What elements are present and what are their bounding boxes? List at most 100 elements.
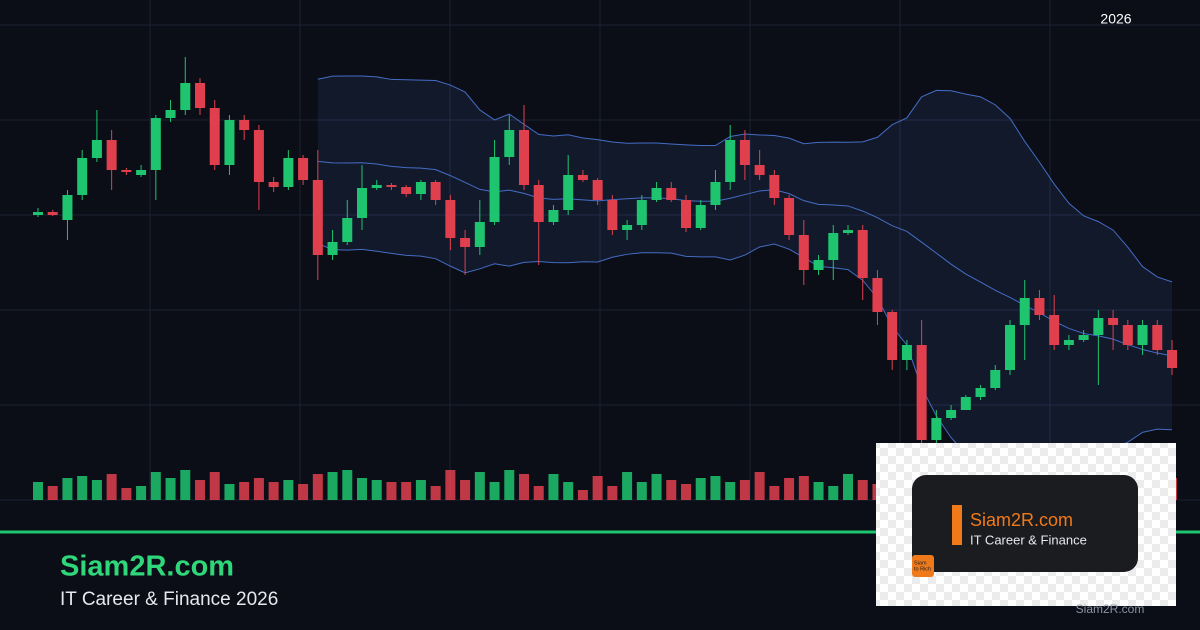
volume-bar: [180, 470, 191, 500]
candles: [33, 57, 1177, 460]
volume-bar: [150, 472, 161, 500]
candle-body: [798, 235, 809, 270]
candle-body: [327, 242, 338, 255]
candle-body: [1034, 298, 1045, 315]
candle-body: [136, 170, 147, 175]
candle-body: [180, 83, 191, 110]
volume-bar: [769, 486, 780, 500]
candle-body: [1167, 350, 1177, 368]
candle-body: [253, 130, 264, 182]
candle-body: [990, 370, 1001, 388]
candle-body: [401, 187, 412, 194]
candle-body: [784, 198, 795, 235]
band-area: [317, 75, 1172, 477]
candle-body: [357, 188, 367, 218]
candle-body: [710, 182, 721, 205]
volume-bar: [784, 478, 795, 500]
candle-body: [725, 140, 736, 182]
candle-body: [931, 418, 942, 440]
candle-body: [195, 83, 205, 108]
volume-bar: [533, 486, 544, 500]
candle-body: [1108, 318, 1119, 325]
candle-body: [165, 110, 176, 118]
volume-bar: [136, 486, 147, 500]
candle-body: [607, 200, 618, 230]
volume-bar: [239, 482, 250, 500]
candle-body: [33, 212, 43, 215]
volume-bar: [224, 484, 235, 500]
volume-bar: [828, 486, 839, 500]
volume-bar: [548, 474, 559, 500]
volume-bar: [681, 484, 691, 500]
candle-body: [843, 230, 853, 233]
volume-bar: [504, 470, 515, 500]
grid: [0, 0, 1200, 501]
volume-bar: [695, 478, 706, 500]
candle-body: [1019, 298, 1030, 325]
volume-bar: [430, 486, 441, 500]
candle-body: [563, 175, 574, 210]
candle-body: [857, 230, 868, 278]
card-title: Siam2R.com: [970, 510, 1073, 530]
candle-body: [901, 345, 912, 360]
candle-body: [430, 182, 441, 200]
volume-bar: [268, 482, 279, 500]
volume-bar: [33, 482, 43, 500]
volume-bar: [106, 474, 117, 500]
candle-body: [47, 212, 58, 215]
volume-bar: [577, 490, 588, 500]
candle-body: [1152, 325, 1163, 350]
candle-body: [872, 278, 883, 312]
volume-bar: [401, 482, 412, 500]
volume-bar: [725, 482, 736, 500]
candle-body: [62, 195, 73, 220]
candle-body: [77, 158, 88, 195]
candle-body: [239, 120, 250, 130]
candle-body: [121, 170, 132, 172]
candle-body: [209, 108, 220, 165]
volume-bar: [622, 472, 633, 500]
candle-body: [946, 410, 957, 418]
footer: Siam2R.com: [1076, 602, 1145, 616]
year-label: 2026: [1100, 11, 1131, 27]
candle-body: [622, 225, 633, 230]
volume-bar: [165, 478, 176, 500]
volume-bar: [843, 474, 853, 500]
volume-bar: [47, 486, 58, 500]
candle-body: [1093, 318, 1104, 335]
volume-bar: [77, 476, 88, 500]
volume-bar: [357, 478, 367, 500]
volume-bar: [563, 482, 574, 500]
candle-body: [739, 140, 750, 165]
candle-body: [342, 218, 353, 242]
volume-bar: [754, 472, 765, 500]
candle-body: [474, 222, 485, 247]
volume-bar: [209, 472, 220, 500]
candle-body: [371, 185, 382, 188]
brand-title: Siam2R.com: [60, 551, 234, 583]
logo: [912, 555, 934, 577]
volume-bar: [460, 480, 471, 500]
candle-body: [519, 130, 529, 185]
candle-body: [268, 182, 279, 187]
candle-body: [1122, 325, 1133, 345]
logo-text: Siam: [914, 560, 927, 566]
volume-bar: [415, 480, 426, 500]
candle-body: [813, 260, 824, 270]
volume-bar: [636, 482, 647, 500]
volume-bar: [592, 476, 603, 500]
volume-bar: [62, 478, 73, 500]
candle-body: [754, 165, 765, 175]
logo-text: to Rich: [914, 566, 931, 572]
candle-body: [312, 180, 323, 255]
candle-body: [415, 182, 426, 194]
candle-body: [150, 118, 161, 170]
candle-body: [651, 188, 662, 200]
candle-body: [828, 233, 839, 260]
candle-body: [975, 388, 986, 397]
candle-body: [1005, 325, 1015, 370]
candle-body: [224, 120, 235, 165]
volume-bar: [739, 480, 750, 500]
volume-bar: [371, 480, 382, 500]
